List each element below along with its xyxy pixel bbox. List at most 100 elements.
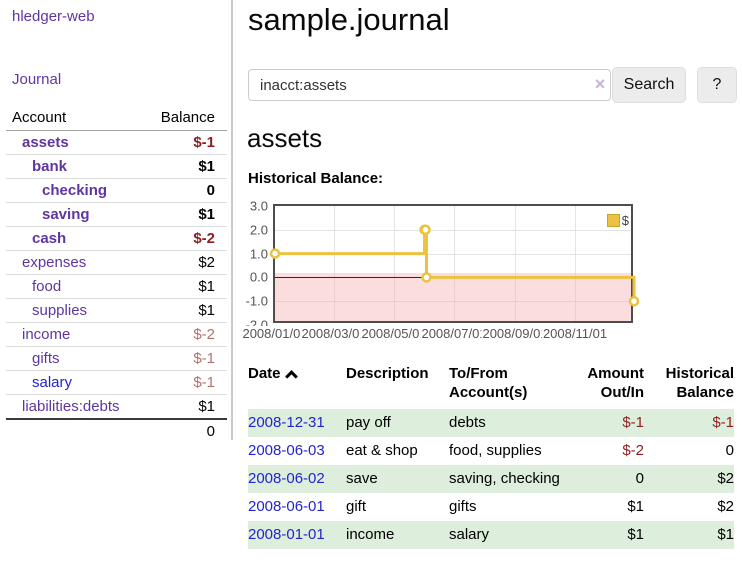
account-link[interactable]: supplies bbox=[32, 302, 88, 319]
account-balance: $1 bbox=[141, 154, 227, 179]
transaction-date-link[interactable]: 2008-06-01 bbox=[248, 498, 325, 515]
transaction-row: 2008-12-31 pay off debts $-1 $-1 bbox=[248, 409, 734, 437]
account-balance: $-2 bbox=[141, 226, 227, 251]
x-axis-tick-label: 2008/09/01 bbox=[481, 326, 549, 341]
transaction-accounts: debts bbox=[449, 414, 486, 431]
transaction-date-link[interactable]: 2008-01-01 bbox=[248, 526, 325, 543]
account-row: expenses $2 bbox=[6, 250, 227, 275]
account-row: liabilities:debts $1 bbox=[6, 394, 227, 419]
account-row: income $-2 bbox=[6, 322, 227, 347]
sidebar: hledger-web Journal Account Balance asse… bbox=[0, 0, 233, 443]
account-row: salary $-1 bbox=[6, 370, 227, 395]
search-button[interactable]: Search bbox=[612, 67, 686, 103]
account-row: bank $1 bbox=[6, 154, 227, 179]
transaction-date-link[interactable]: 2008-12-31 bbox=[248, 414, 325, 431]
account-row: supplies $1 bbox=[6, 298, 227, 323]
register-header-description: Description bbox=[346, 365, 429, 382]
accounts-table: Account Balance assets $-1 bank $1 checking 0… bbox=[6, 108, 227, 443]
chart-series-line bbox=[269, 224, 640, 307]
transaction-date-link[interactable]: 2008-06-03 bbox=[248, 442, 325, 459]
account-row: saving $1 bbox=[6, 202, 227, 227]
chart-legend: $ bbox=[606, 213, 629, 228]
transaction-description: eat & shop bbox=[346, 442, 418, 459]
sort-ascending-icon bbox=[284, 370, 298, 383]
accounts-total-row: 0 bbox=[6, 417, 227, 443]
chart-negative-region bbox=[275, 273, 631, 321]
transaction-amount: $1 bbox=[627, 498, 644, 515]
x-axis-tick-label: 2008/07/01 bbox=[420, 326, 488, 341]
x-axis-tick-label: 2008/05/01 bbox=[360, 326, 428, 341]
account-link[interactable]: checking bbox=[42, 182, 108, 199]
search-input[interactable] bbox=[248, 69, 611, 101]
account-link[interactable]: cash bbox=[32, 230, 67, 247]
register-table: Date Description To/From Account(s) Amou… bbox=[248, 362, 734, 549]
account-row: cash $-2 bbox=[6, 226, 227, 251]
accounts-header-balance: Balance bbox=[141, 108, 227, 131]
clear-search-icon[interactable]: × bbox=[594, 74, 606, 94]
historical-balance-chart: $ bbox=[269, 204, 640, 323]
account-row: gifts $-1 bbox=[6, 346, 227, 371]
account-link[interactable]: food bbox=[32, 278, 62, 295]
account-link[interactable]: assets bbox=[22, 134, 69, 151]
account-balance: $-1 bbox=[141, 130, 227, 155]
register-header-accounts: To/From Account(s) bbox=[449, 365, 528, 401]
account-row: assets $-1 bbox=[6, 130, 227, 155]
transaction-amount: $-1 bbox=[622, 414, 644, 431]
transaction-description: gift bbox=[346, 498, 367, 515]
transaction-date: 2008-12-31 bbox=[248, 409, 346, 437]
account-balance: $2 bbox=[141, 250, 227, 275]
transaction-description: save bbox=[346, 470, 378, 487]
transaction-accounts: salary bbox=[449, 526, 490, 543]
account-link[interactable]: liabilities:debts bbox=[22, 397, 120, 415]
transaction-date-link[interactable]: 2008-06-02 bbox=[248, 470, 325, 487]
account-balance: $1 bbox=[141, 298, 227, 323]
transaction-date: 2008-06-03 bbox=[248, 437, 346, 465]
transaction-accounts: gifts bbox=[449, 498, 477, 515]
x-axis-tick-label: 2008/11/01 bbox=[541, 326, 609, 341]
register-header-balance: Historical Balance bbox=[665, 365, 734, 401]
account-link[interactable]: saving bbox=[42, 206, 90, 223]
account-balance: $-1 bbox=[141, 370, 227, 395]
account-balance: $1 bbox=[141, 274, 227, 299]
transaction-description: income bbox=[346, 526, 395, 543]
transaction-balance: $-1 bbox=[712, 414, 734, 431]
transaction-row: 2008-01-01 income salary $1 $1 bbox=[248, 521, 734, 549]
transaction-description: pay off bbox=[346, 414, 391, 431]
account-balance: $-2 bbox=[141, 322, 227, 347]
legend-color-swatch-icon bbox=[606, 214, 620, 227]
transaction-date: 2008-01-01 bbox=[248, 521, 346, 549]
transaction-amount: $1 bbox=[627, 526, 644, 543]
account-balance: $1 bbox=[141, 394, 227, 419]
transaction-balance: 0 bbox=[725, 442, 734, 459]
y-axis-tick-label: -1.0 bbox=[245, 293, 268, 309]
chart-title: Historical Balance: bbox=[248, 170, 384, 187]
transaction-date: 2008-06-01 bbox=[248, 493, 346, 521]
transaction-accounts: food, supplies bbox=[449, 442, 542, 459]
account-link[interactable]: bank bbox=[32, 158, 68, 175]
transaction-row: 2008-06-02 save saving, checking 0 $2 bbox=[248, 465, 734, 493]
register-header-date[interactable]: Date bbox=[248, 362, 346, 409]
search-help-button[interactable]: ? bbox=[697, 67, 737, 103]
brand-link[interactable]: hledger-web bbox=[12, 8, 95, 25]
register-header-amount: Amount Out/In bbox=[587, 365, 644, 401]
account-link[interactable]: gifts bbox=[32, 350, 60, 367]
y-axis-tick-label: 0.0 bbox=[249, 269, 268, 285]
y-axis-tick-label: 1.0 bbox=[249, 246, 268, 262]
account-balance: $-1 bbox=[141, 346, 227, 371]
transaction-amount: $-2 bbox=[622, 442, 644, 459]
accounts-total-balance: 0 bbox=[141, 417, 227, 443]
account-link[interactable]: expenses bbox=[22, 254, 87, 271]
account-link[interactable]: income bbox=[22, 326, 71, 343]
page-title: sample.journal bbox=[248, 2, 450, 37]
accounts-header-account: Account bbox=[6, 108, 142, 131]
transaction-row: 2008-06-03 eat & shop food, supplies $-2 0 bbox=[248, 437, 734, 465]
transaction-accounts: saving, checking bbox=[449, 470, 560, 487]
transaction-balance: $1 bbox=[717, 526, 734, 543]
legend-label: $ bbox=[621, 213, 629, 228]
account-balance: $1 bbox=[141, 202, 227, 227]
sidebar-item-journal[interactable]: Journal bbox=[12, 71, 62, 88]
y-axis-tick-label: 2.0 bbox=[249, 222, 268, 238]
account-row: checking 0 bbox=[6, 178, 227, 203]
account-link[interactable]: salary bbox=[32, 374, 73, 391]
account-balance: 0 bbox=[141, 178, 227, 203]
